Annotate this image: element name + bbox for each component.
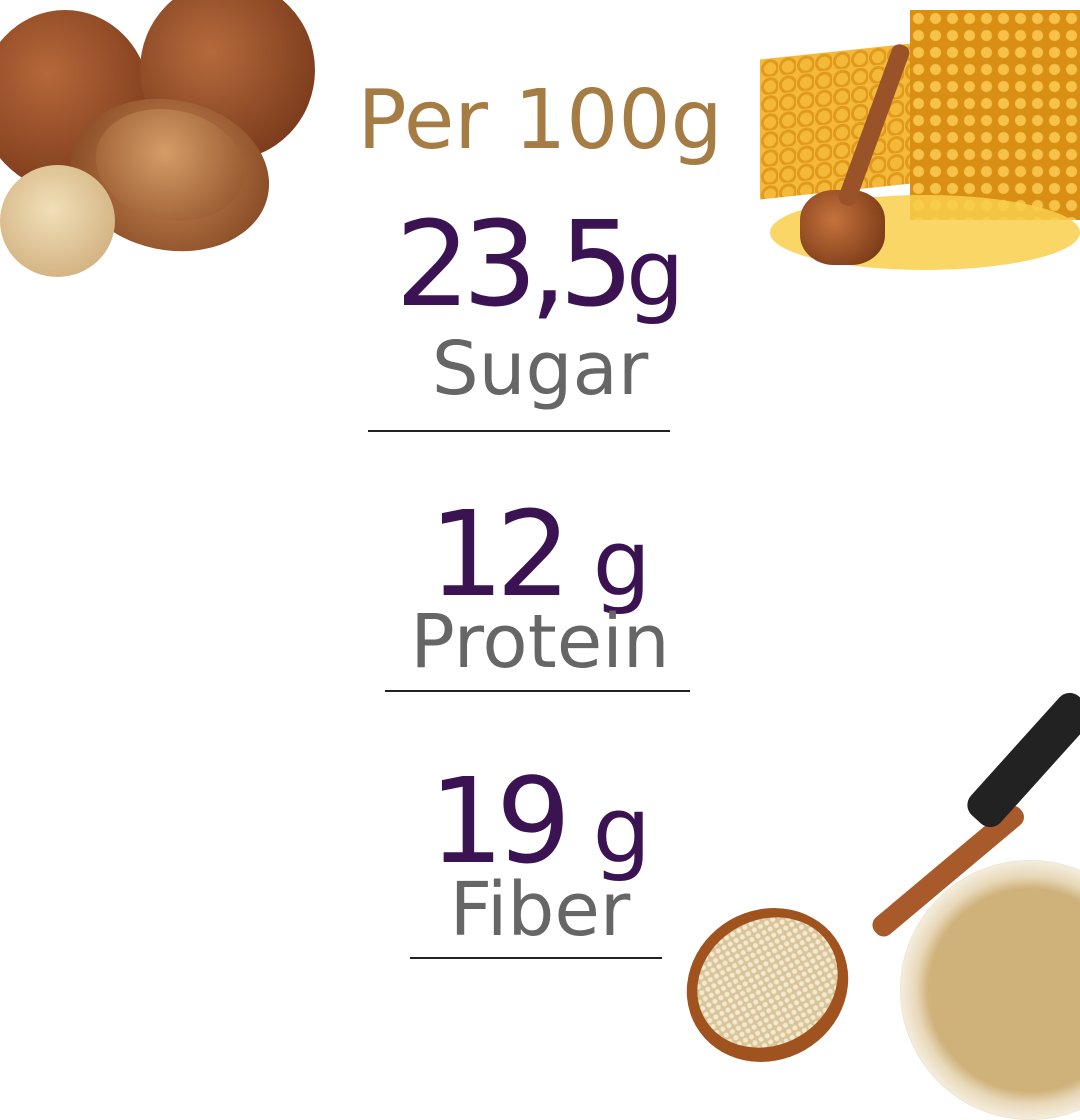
protein-amount: 12	[428, 485, 571, 623]
sugar-unit: g	[626, 220, 685, 327]
tahini-sesame-image	[658, 680, 1080, 1120]
sugar-label: Sugar	[431, 326, 649, 412]
honeycomb-image	[760, 0, 1080, 290]
hazelnuts-image	[0, 0, 320, 280]
fiber-value: 19 g	[0, 762, 1080, 880]
per-100g-title: Per 100g	[357, 73, 723, 168]
protein-label: Protein	[410, 599, 670, 685]
fiber-label: Fiber	[449, 867, 631, 953]
divider	[385, 690, 690, 692]
fiber-unit: g	[592, 777, 652, 884]
fiber-amount: 19	[428, 752, 571, 890]
divider	[410, 957, 662, 959]
protein-unit: g	[592, 510, 652, 617]
sugar-amount: 23,5	[395, 195, 634, 333]
divider	[368, 430, 670, 432]
protein-value: 12 g	[0, 495, 1080, 613]
sugar-value: 23,5g	[0, 205, 1080, 323]
